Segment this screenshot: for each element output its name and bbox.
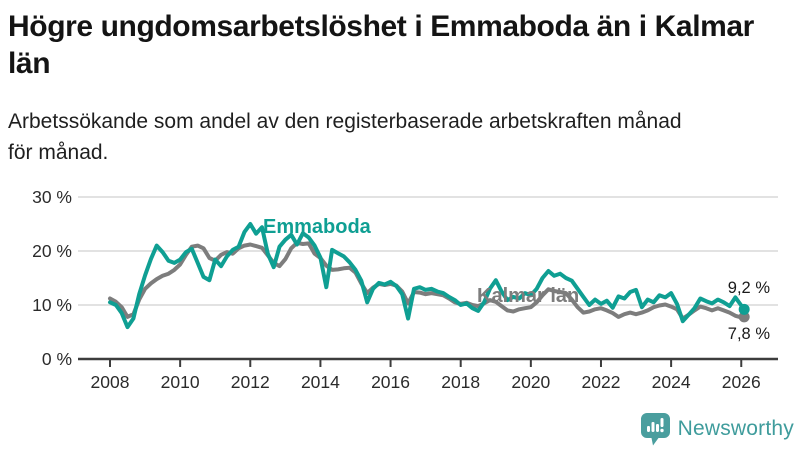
- y-tick-label: 20 %: [32, 241, 72, 261]
- bar-3: [655, 424, 659, 432]
- exclamation-stem: [660, 418, 664, 427]
- chart-title-line-2: län: [8, 47, 51, 80]
- x-tick-label: 2020: [511, 372, 550, 392]
- bar-2: [651, 422, 655, 432]
- chart-title-line-1: Högre ungdomsarbetslöshet i Emmaboda än …: [8, 10, 754, 43]
- x-tick-label: 2026: [722, 372, 761, 392]
- kalmar-lan-end-dot: [738, 311, 750, 323]
- chart-subtitle-line-1: Arbetssökande som andel av den registerb…: [8, 110, 682, 133]
- exclamation-dot: [659, 428, 664, 433]
- x-tick-label: 2018: [441, 372, 480, 392]
- end-value-label-emmaboda: 9,2 %: [728, 279, 771, 297]
- x-tick-label: 2008: [91, 372, 130, 392]
- newsworthy-logo: Newsworthy: [640, 412, 794, 446]
- emmaboda-line: [108, 222, 747, 330]
- series-label-kalmar-lan: Kalmar län: [477, 285, 579, 307]
- bar-1: [646, 426, 650, 432]
- x-tick-label: 2016: [371, 372, 410, 392]
- x-tick-label: 2022: [582, 372, 621, 392]
- newsworthy-wordmark: Newsworthy: [677, 417, 794, 440]
- y-tick-label: 30 %: [32, 187, 72, 207]
- emmaboda-end-dot: [738, 303, 750, 315]
- speech-bubble-shape: [640, 413, 670, 446]
- x-tick-label: 2014: [301, 372, 340, 392]
- newsworthy-logo-icon: [640, 413, 670, 446]
- end-value-label-kalmar-lan: 7,8 %: [728, 325, 771, 343]
- series-label-emmaboda: Emmaboda: [263, 216, 372, 238]
- x-tick-label: 2012: [231, 372, 270, 392]
- x-tick-label: 2024: [652, 372, 691, 392]
- y-tick-label: 0 %: [42, 349, 72, 369]
- chart-title: Högre ungdomsarbetslöshet i Emmaboda än …: [8, 8, 798, 82]
- x-tick-label: 2010: [161, 372, 200, 392]
- chart-subtitle-line-2: för månad.: [8, 141, 109, 164]
- y-tick-label: 10 %: [32, 295, 72, 315]
- chart-subtitle: Arbetssökande som andel av den registerb…: [8, 106, 798, 168]
- kalmar-lan-line: [108, 240, 747, 321]
